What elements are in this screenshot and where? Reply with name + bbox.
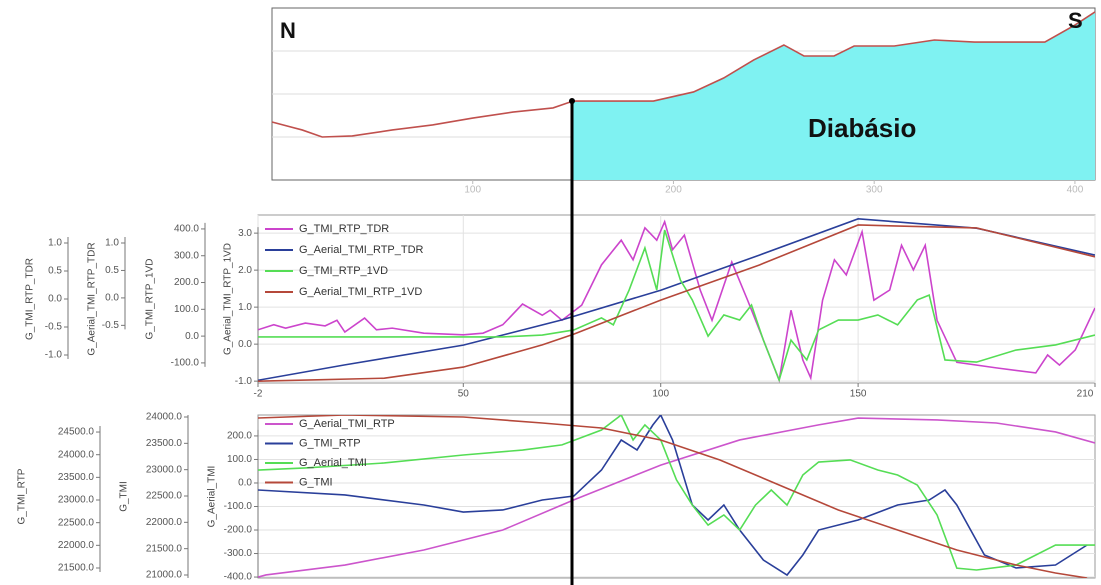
y-tick-label: 23500.0	[146, 438, 183, 449]
y-tick-label: 300.0	[174, 250, 199, 261]
y-tick-label: 400.0	[174, 224, 199, 235]
plot-frame	[257, 214, 1096, 384]
series-line	[258, 224, 1095, 382]
y-axis-title: G_Aerial_TMI_RTP_1VD	[223, 243, 234, 355]
south-label: S	[1068, 8, 1083, 33]
y-tick-label: 22000.0	[58, 540, 95, 551]
x-tick-label: 150	[850, 389, 867, 400]
y-tick-label: 100.0	[227, 454, 252, 465]
y-axis-title: G_TMI	[119, 481, 130, 512]
y-tick-label: 21000.0	[146, 570, 183, 581]
y-tick-label: 23500.0	[58, 472, 95, 483]
y-tick-label: 0.0	[48, 294, 62, 305]
series-line	[258, 415, 1088, 578]
series-line	[258, 219, 1095, 383]
y-tick-label: 200.0	[174, 277, 199, 288]
y-tick-label: -300.0	[224, 548, 253, 559]
series-group	[258, 218, 1095, 383]
section-point	[569, 98, 575, 104]
y-tick-label: 3.0	[238, 228, 252, 239]
x-tick-label: 100	[652, 389, 669, 400]
y-tick-label: -100.0	[171, 358, 200, 369]
x-tick-label: 100	[464, 185, 481, 196]
y-tick-label: -0.5	[45, 322, 63, 333]
legend-label: G_TMI	[299, 476, 333, 488]
y-tick-label: 24000.0	[146, 412, 183, 423]
y-tick-label: 0.0	[105, 293, 119, 304]
y-tick-label: -200.0	[224, 525, 253, 536]
series-line	[258, 415, 1095, 571]
y-tick-label: 23000.0	[58, 495, 95, 506]
y-tick-label: 21500.0	[58, 563, 95, 574]
y-axis-title: G_Aerial_TMI	[207, 466, 218, 528]
x-tick-label: 400	[1067, 185, 1084, 196]
diabase-label: Diabásio	[808, 113, 916, 143]
legend-label: G_Aerial_TMI_RTP_1VD	[299, 286, 422, 298]
y-tick-label: -400.0	[224, 572, 253, 583]
legend-label: G_TMI_RTP	[299, 437, 361, 449]
legend-label: G_Aerial_TMI_RTP_TDR	[299, 244, 424, 256]
y-axis-title: G_TMI_RTP_TDR	[25, 258, 36, 340]
north-label: N	[280, 18, 296, 43]
y-tick-label: 21500.0	[146, 543, 183, 554]
x-tick-label: -2	[254, 389, 263, 400]
y-tick-label: 0.0	[238, 478, 252, 489]
series-line	[258, 415, 1088, 577]
y-axis-title: G_TMI_RTP_1VD	[145, 259, 156, 340]
y-tick-label: 0.5	[48, 266, 62, 277]
y-tick-label: 22500.0	[146, 491, 183, 502]
y-tick-label: 0.0	[185, 331, 199, 342]
series-line	[258, 218, 1095, 382]
x-tick-label: 300	[866, 185, 883, 196]
y-tick-label: 2.0	[238, 265, 252, 276]
topography-line	[271, 11, 1096, 138]
y-tick-label: -0.5	[102, 320, 120, 331]
y-axis-title: G_TMI_RTP	[17, 468, 28, 524]
y-tick-label: -100.0	[224, 501, 253, 512]
y-tick-label: 22500.0	[58, 517, 95, 528]
y-tick-label: 1.0	[238, 302, 252, 313]
y-tick-label: 100.0	[174, 304, 199, 315]
y-tick-label: 1.0	[48, 238, 62, 249]
y-tick-label: 22000.0	[146, 517, 183, 528]
legend-label: G_Aerial_TMI	[299, 457, 367, 469]
series-line	[258, 229, 1095, 383]
x-tick-label: 210	[1077, 389, 1094, 400]
legend-label: G_TMI_RTP_TDR	[299, 223, 389, 235]
y-tick-label: 1.0	[105, 238, 119, 249]
series-group	[258, 415, 1095, 578]
y-tick-label: -1.0	[235, 376, 253, 387]
y-axis-title: G_Aerial_TMI_RTP_TDR	[87, 242, 98, 355]
y-tick-label: 0.5	[105, 265, 119, 276]
legend-label: G_Aerial_TMI_RTP	[299, 418, 395, 430]
y-tick-label: 23000.0	[146, 464, 183, 475]
diabase-body	[573, 11, 1095, 181]
x-tick-label: 200	[665, 185, 682, 196]
x-tick-label: 50	[458, 389, 470, 400]
legend-label: G_TMI_RTP_1VD	[299, 265, 388, 277]
y-tick-label: 200.0	[227, 431, 252, 442]
y-tick-label: -1.0	[45, 350, 63, 361]
y-tick-label: 24000.0	[58, 449, 95, 460]
y-tick-label: 0.0	[238, 339, 252, 350]
y-tick-label: 24500.0	[58, 427, 95, 438]
